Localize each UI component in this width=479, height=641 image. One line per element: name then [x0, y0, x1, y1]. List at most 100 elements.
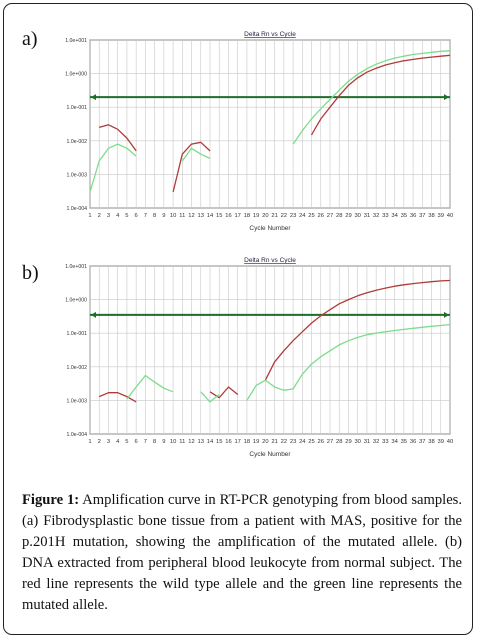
x-tick-label: 22 [281, 213, 287, 219]
x-tick-label: 26 [318, 439, 324, 445]
x-tick-label: 13 [198, 213, 204, 219]
wild-type-curve [99, 124, 137, 152]
x-tick-label: 8 [153, 439, 156, 445]
x-tick-label: 9 [162, 439, 165, 445]
mutated-curve [181, 147, 211, 162]
x-tick-label: 17 [234, 213, 240, 219]
x-tick-label: 28 [336, 439, 342, 445]
panel-label-a: a) [22, 28, 38, 50]
x-tick-label: 14 [207, 439, 214, 445]
figure-caption: Figure 1: Amplification curve in RT-PCR … [22, 490, 462, 616]
x-tick-label: 6 [135, 213, 138, 219]
x-tick-label: 25 [308, 213, 314, 219]
x-tick-label: 18 [244, 439, 250, 445]
x-tick-label: 29 [345, 213, 351, 219]
x-tick-label: 36 [410, 213, 416, 219]
mutated-curve [126, 374, 174, 400]
x-tick-label: 15 [216, 439, 222, 445]
panel-label-b: b) [22, 262, 39, 284]
x-tick-label: 20 [262, 213, 268, 219]
chart-title: Delta Rn vs Cycle [244, 257, 296, 264]
x-tick-label: 32 [373, 439, 379, 445]
x-tick-label: 7 [144, 213, 147, 219]
x-tick-label: 20 [262, 439, 268, 445]
x-tick-label: 37 [419, 213, 425, 219]
x-tick-label: 21 [271, 439, 277, 445]
wild-type-curve [310, 54, 451, 136]
x-tick-label: 27 [327, 213, 333, 219]
x-tick-label: 16 [225, 439, 231, 445]
x-tick-label: 25 [308, 439, 314, 445]
threshold-arrow-right [444, 94, 449, 101]
x-tick-label: 24 [299, 213, 306, 219]
x-tick-label: 27 [327, 439, 333, 445]
x-tick-label: 38 [428, 213, 434, 219]
mutated-curve [292, 50, 451, 145]
caption-label: Figure 1: [22, 492, 80, 508]
x-tick-label: 1 [88, 213, 91, 219]
x-tick-label: 35 [401, 213, 407, 219]
plot-area [89, 265, 451, 435]
mutated-curve [200, 391, 220, 403]
x-tick-label: 9 [162, 213, 165, 219]
x-tick-label: 19 [253, 213, 259, 219]
x-axis-label: Cycle Number [249, 451, 291, 458]
x-axis-label: Cycle Number [249, 225, 291, 232]
y-tick-label: 1.0e-004 [67, 206, 88, 212]
y-tick-label: 1.0e-004 [67, 432, 88, 438]
x-tick-label: 8 [153, 213, 156, 219]
x-tick-label: 31 [364, 439, 370, 445]
y-tick-label: 1.0e-002 [67, 365, 88, 371]
x-tick-label: 15 [216, 213, 222, 219]
threshold-arrow-left [91, 311, 96, 318]
x-tick-label: 12 [188, 213, 194, 219]
x-tick-label: 39 [438, 439, 444, 445]
x-tick-label: 2 [98, 439, 101, 445]
y-tick-label: 1.0e+001 [65, 264, 87, 270]
x-tick-label: 40 [447, 439, 453, 445]
x-tick-label: 22 [281, 439, 287, 445]
caption-text: Amplification curve in RT-PCR genotyping… [22, 492, 463, 613]
x-tick-label: 10 [170, 439, 176, 445]
x-tick-label: 31 [364, 213, 370, 219]
x-tick-label: 21 [271, 213, 277, 219]
x-tick-label: 19 [253, 439, 259, 445]
x-tick-label: 12 [188, 439, 194, 445]
x-tick-label: 30 [354, 213, 360, 219]
wild-type-curve [172, 141, 211, 193]
y-tick-label: 1.0e-003 [67, 398, 88, 404]
x-tick-label: 37 [419, 439, 425, 445]
x-tick-label: 34 [391, 213, 398, 219]
y-tick-label: 1.0e-003 [67, 172, 88, 178]
x-tick-label: 11 [179, 213, 185, 219]
mutated-curve [246, 323, 451, 401]
x-tick-label: 32 [373, 213, 379, 219]
x-tick-label: 16 [225, 213, 231, 219]
x-tick-label: 11 [179, 439, 185, 445]
x-tick-label: 40 [447, 213, 453, 219]
y-tick-label: 1.0e+000 [65, 298, 87, 304]
x-tick-label: 17 [234, 439, 240, 445]
x-tick-label: 6 [135, 439, 138, 445]
x-tick-label: 13 [198, 439, 204, 445]
x-tick-label: 38 [428, 439, 434, 445]
y-tick-label: 1.0e+000 [65, 72, 87, 78]
x-tick-label: 34 [391, 439, 398, 445]
x-tick-label: 1 [88, 439, 91, 445]
y-tick-label: 1.0e+001 [65, 38, 87, 44]
threshold-arrow-left [91, 94, 96, 101]
x-tick-label: 5 [125, 213, 128, 219]
x-tick-label: 5 [125, 439, 128, 445]
x-tick-label: 10 [170, 213, 176, 219]
wild-type-curve [98, 392, 137, 403]
x-tick-label: 2 [98, 213, 101, 219]
mutated-curve [89, 143, 137, 193]
wild-type-curve [209, 386, 239, 399]
x-tick-label: 35 [401, 439, 407, 445]
y-tick-label: 1.0e-001 [67, 331, 88, 337]
x-tick-label: 29 [345, 439, 351, 445]
x-tick-label: 39 [438, 213, 444, 219]
x-tick-label: 30 [354, 439, 360, 445]
